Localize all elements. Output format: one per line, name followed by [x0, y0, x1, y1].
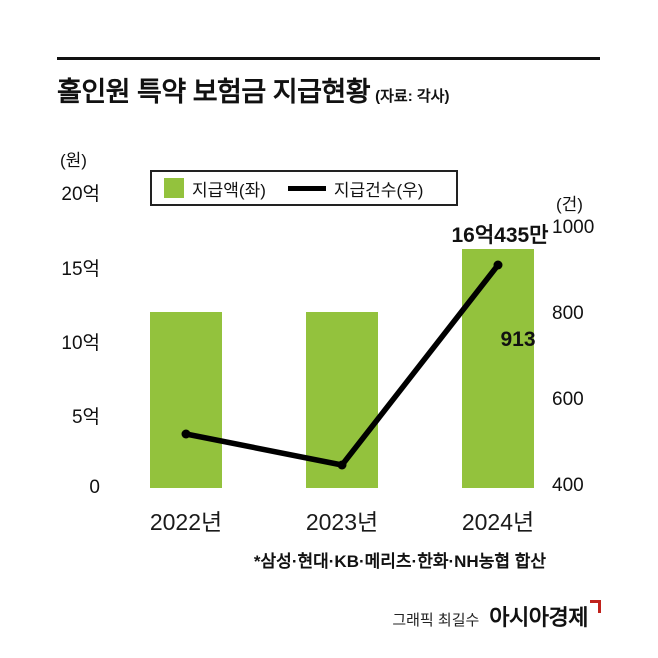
source-note: (자료: 각사): [375, 88, 450, 105]
bar-2024: [462, 249, 534, 488]
top-rule: [57, 57, 600, 60]
bar-2022: [150, 312, 222, 488]
line-point-2022: [181, 429, 191, 439]
right-axis-ticks: 1000 800 600 400: [552, 0, 602, 658]
brand-corner-mark-icon: [590, 600, 601, 613]
left-axis-tick: 10억: [61, 333, 100, 354]
left-axis-tick: 20억: [61, 184, 100, 205]
bar-series-swatch: [164, 178, 184, 198]
right-axis-tick: 800: [552, 303, 584, 324]
legend-bar-label: 지급액(좌): [192, 180, 266, 200]
x-axis-label: 2024년: [461, 509, 535, 535]
credit-line: 그래픽 최길수 아시아경제: [392, 600, 601, 632]
brand-logo: 아시아경제: [489, 600, 601, 632]
graphic-credit: 그래픽 최길수: [392, 612, 480, 629]
line-series-swatch: [287, 185, 326, 191]
brand-text: 아시아경제: [489, 605, 588, 630]
line-point-2023: [337, 460, 347, 470]
line-series: [181, 260, 503, 470]
legend-line-label: 지급건수(우): [333, 180, 424, 200]
left-axis-tick: 15억: [61, 259, 100, 280]
x-axis-label: 2022년: [149, 509, 223, 535]
x-axis-label: 2023년: [305, 509, 379, 535]
left-axis-tick: 5억: [71, 407, 100, 428]
line-path: [183, 262, 501, 468]
title-text: 홀인원 특약 보험금 지급현황: [57, 77, 371, 107]
right-axis-tick: 400: [552, 475, 584, 496]
page-title: 홀인원 특약 보험금 지급현황 (자료: 각사): [57, 70, 449, 109]
left-axis-ticks: 20억 15억 10억 5억 0: [40, 0, 100, 658]
footnote: *삼성·현대·KB·메리츠·한화·NH농협 합산: [253, 552, 546, 571]
right-axis-tick: 1000: [552, 217, 595, 238]
left-axis-tick: 0: [89, 477, 100, 498]
plot-area: [108, 190, 576, 488]
right-axis-unit: (건): [556, 195, 583, 214]
legend: 지급액(좌) 지급건수(우): [150, 170, 458, 206]
right-axis-tick: 600: [552, 389, 584, 410]
left-axis-unit: (원): [60, 151, 87, 170]
line-value-annotation: 913: [500, 328, 536, 351]
bar-value-annotation: 16억435만: [451, 224, 549, 247]
line-point-2024: [493, 260, 503, 270]
